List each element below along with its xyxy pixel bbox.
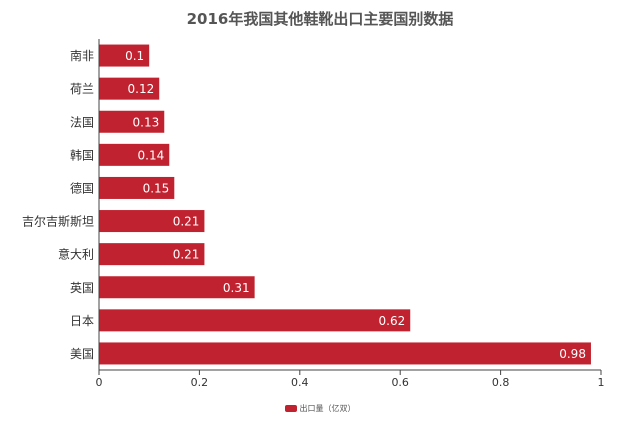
- bar-7: [99, 276, 255, 299]
- data-label-0: 0.1: [125, 49, 144, 63]
- category-label-5: 吉尔吉斯斯坦: [22, 214, 94, 229]
- data-label-7: 0.31: [223, 281, 250, 295]
- data-label-6: 0.21: [173, 248, 200, 262]
- bar-1: [99, 77, 160, 100]
- data-label-2: 0.13: [133, 115, 160, 129]
- data-label-1: 0.12: [128, 82, 155, 96]
- category-label-8: 日本: [70, 314, 94, 328]
- category-label-3: 韩国: [70, 147, 94, 162]
- x-tick-label-4: 0.8: [492, 376, 510, 389]
- bar-8: [99, 309, 411, 332]
- category-label-1: 荷兰: [70, 82, 94, 96]
- legend-label: 出口量（亿双）: [299, 404, 356, 413]
- legend-swatch: [284, 405, 297, 412]
- x-tick-label-5: 1: [598, 376, 605, 389]
- x-tick-label-3: 0.6: [391, 376, 409, 389]
- category-label-9: 美国: [70, 347, 94, 361]
- bar-4: [99, 176, 175, 199]
- chart-title: 2016年我国其他鞋靴出口主要国别数据: [186, 10, 454, 28]
- bar-2: [99, 110, 165, 133]
- data-label-9: 0.98: [559, 347, 586, 361]
- data-label-5: 0.21: [173, 215, 200, 229]
- x-tick-label-0: 0: [96, 376, 103, 389]
- data-label-8: 0.62: [379, 314, 406, 328]
- x-tick-label-1: 0.2: [191, 376, 209, 389]
- category-label-2: 法国: [70, 115, 94, 129]
- bar-9: [99, 342, 591, 365]
- legend: 出口量（亿双）: [0, 403, 640, 414]
- data-label-3: 0.14: [138, 148, 165, 162]
- category-label-0: 南非: [70, 48, 94, 63]
- x-tick-label-2: 0.4: [291, 376, 309, 389]
- bar-3: [99, 143, 170, 166]
- category-label-7: 英国: [70, 281, 94, 295]
- data-label-4: 0.15: [143, 181, 170, 195]
- category-label-4: 德国: [70, 180, 94, 195]
- bar-0: [99, 44, 150, 67]
- bar-5: [99, 210, 205, 233]
- bar-6: [99, 243, 205, 266]
- category-label-6: 意大利: [58, 247, 94, 262]
